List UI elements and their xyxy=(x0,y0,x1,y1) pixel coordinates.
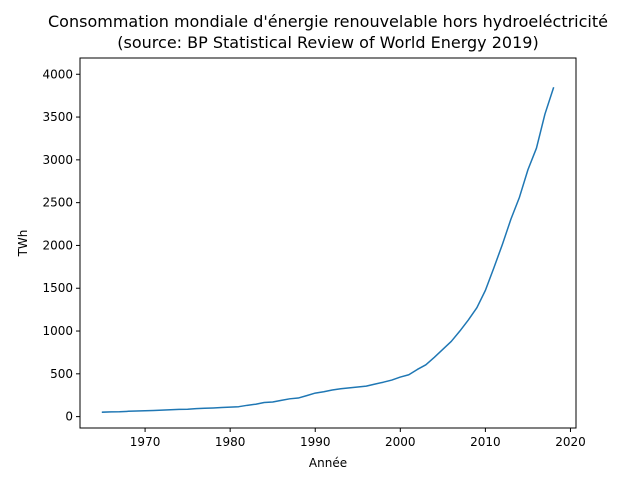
x-tick-label: 1980 xyxy=(215,435,246,449)
y-tick-label: 3500 xyxy=(42,110,73,124)
axes-frame xyxy=(79,57,577,429)
x-tick-label: 1970 xyxy=(130,435,161,449)
x-tick-label: 2020 xyxy=(555,435,586,449)
y-tick-label: 1000 xyxy=(42,324,73,338)
y-tick-label: 2500 xyxy=(42,196,73,210)
y-tick-label: 3000 xyxy=(42,153,73,167)
y-tick-label: 2000 xyxy=(42,238,73,252)
x-tick-label: 2000 xyxy=(385,435,416,449)
x-axis-label: Année xyxy=(309,456,347,470)
y-tick-label: 4000 xyxy=(42,67,73,81)
chart-title: Consommation mondiale d'énergie renouvel… xyxy=(48,12,608,31)
axis-ticks: 1970 1980 1990 2000 2010 2020 0 500 1000 1500 2000… xyxy=(42,67,585,449)
series-line xyxy=(101,87,555,413)
y-tick-label: 0 xyxy=(65,410,73,424)
y-axis-label: TWh xyxy=(16,230,30,258)
plot-area xyxy=(101,87,555,413)
y-tick-label: 500 xyxy=(50,367,73,381)
chart-subtitle: (source: BP Statistical Review of World … xyxy=(117,33,538,52)
y-tick-label: 1500 xyxy=(42,281,73,295)
x-tick-label: 1990 xyxy=(300,435,331,449)
x-tick-label: 2010 xyxy=(470,435,501,449)
